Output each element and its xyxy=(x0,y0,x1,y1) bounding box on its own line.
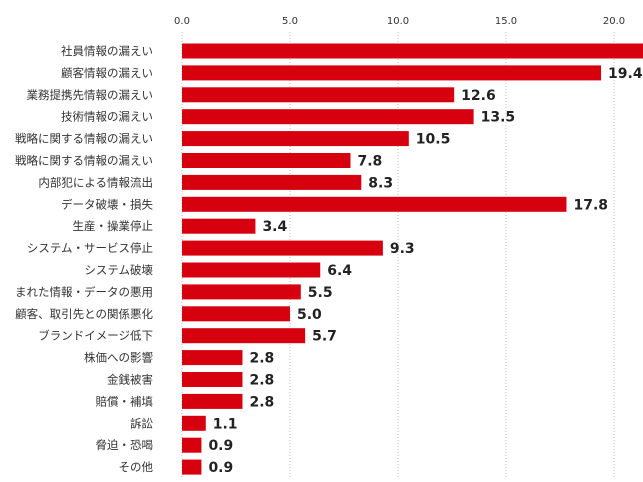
category-label: 賠償・補填 xyxy=(96,394,154,408)
bar xyxy=(182,284,301,300)
bar xyxy=(182,437,202,453)
category-label: 顧客情報の漏えい xyxy=(61,66,153,80)
bar xyxy=(182,131,409,147)
category-label: 技術情報の漏えい xyxy=(61,110,153,124)
x-tick-label: 0.0 xyxy=(174,16,190,27)
bar xyxy=(182,218,256,234)
category-label: データ破壊・損失 xyxy=(61,197,153,211)
value-label: 0.9 xyxy=(208,438,233,454)
x-tick-label: 20.0 xyxy=(603,16,625,27)
value-label: 3.4 xyxy=(262,219,287,235)
value-label: 5.0 xyxy=(297,307,322,323)
bar xyxy=(182,306,290,322)
category-label: 業務提携先情報の漏えい xyxy=(27,88,154,102)
bar xyxy=(182,459,202,475)
value-label: 2.8 xyxy=(249,351,274,367)
category-label: 内部犯による情報流出 xyxy=(38,175,153,189)
value-label: 5.5 xyxy=(308,285,333,301)
category-label: ブランドイメージ低下 xyxy=(38,329,153,343)
category-label: 訴訟 xyxy=(130,416,153,430)
category-label: 金銭被害 xyxy=(107,373,153,387)
category-label: システム・サービス停止 xyxy=(27,241,153,255)
bar xyxy=(182,43,643,59)
category-label: 顧客、取引先との関係悪化 xyxy=(15,307,153,321)
value-label: 10.5 xyxy=(416,132,451,148)
category-label: 戦略に関する情報の漏えい xyxy=(15,132,153,146)
bar xyxy=(182,65,602,81)
value-label: 2.8 xyxy=(249,394,274,410)
category-label: 社員情報の漏えい xyxy=(61,44,153,58)
bar xyxy=(182,415,206,431)
bar xyxy=(182,328,306,344)
bar xyxy=(182,109,474,125)
category-label: まれた情報・データの悪用 xyxy=(15,285,153,299)
bar xyxy=(182,153,351,168)
bar xyxy=(182,174,362,190)
category-label: 株価への影響 xyxy=(84,351,153,365)
value-label: 19.4 xyxy=(608,66,643,82)
value-label: 13.5 xyxy=(481,110,516,126)
bar xyxy=(182,262,321,278)
category-label: その他 xyxy=(119,460,154,474)
category-label: 脅迫・恐喝 xyxy=(96,438,154,452)
value-label: 8.3 xyxy=(368,175,393,191)
x-tick-label: 5.0 xyxy=(282,16,298,27)
x-tick-label: 15.0 xyxy=(495,16,517,27)
category-label: 生産・操業停止 xyxy=(73,219,154,233)
value-label: 17.8 xyxy=(573,197,608,213)
x-tick-label: 10.0 xyxy=(387,16,409,27)
bar xyxy=(182,350,243,366)
category-label: 戦略に関する情報の漏えい xyxy=(15,154,153,168)
value-label: 1.1 xyxy=(213,416,238,432)
bar xyxy=(182,372,243,387)
bar xyxy=(182,240,383,256)
value-label: 5.7 xyxy=(312,329,337,345)
category-label: システム破壊 xyxy=(84,263,153,277)
value-label: 2.8 xyxy=(249,373,274,389)
value-label: 6.4 xyxy=(327,263,352,279)
bar xyxy=(182,87,455,103)
bar xyxy=(182,393,243,409)
bar xyxy=(182,196,567,212)
value-label: 12.6 xyxy=(461,88,496,104)
value-label: 7.8 xyxy=(357,154,382,170)
value-label: 0.9 xyxy=(208,460,233,476)
value-label: 9.3 xyxy=(390,241,415,257)
